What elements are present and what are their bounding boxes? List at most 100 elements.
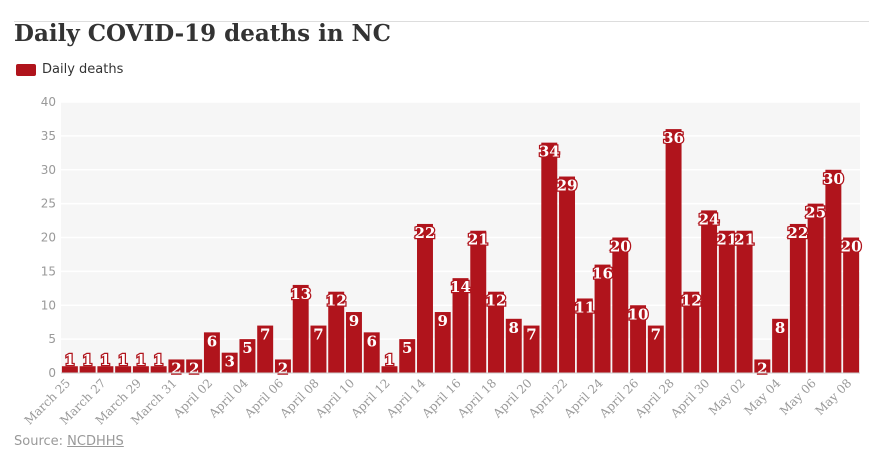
y-tick-label: 15 — [41, 264, 56, 278]
bar-value-label: 5 — [402, 339, 412, 357]
bar — [807, 203, 824, 373]
bar — [665, 129, 682, 373]
bar-value-label: 2 — [171, 359, 181, 377]
x-tick-label: April 20 — [490, 376, 535, 421]
bar-value-label: 1 — [136, 351, 146, 369]
bar-value-label: 8 — [775, 319, 785, 337]
bar-value-label: 25 — [805, 204, 826, 222]
bar-value-label: 1 — [65, 351, 75, 369]
bar — [115, 366, 132, 373]
y-tick-label: 10 — [41, 298, 56, 312]
x-tick-label: April 02 — [170, 376, 215, 421]
bar-value-label: 5 — [242, 339, 252, 357]
bar — [488, 291, 504, 373]
bar-value-label: 34 — [539, 143, 560, 161]
bar-value-label: 21 — [716, 231, 737, 249]
x-tick-label: April 10 — [312, 376, 357, 421]
bar — [292, 284, 309, 373]
bar — [772, 318, 789, 373]
bar — [417, 223, 433, 373]
x-tick-label: May 08 — [812, 376, 854, 418]
chart-title: Daily COVID-19 deaths in NC — [14, 20, 391, 47]
legend-swatch — [16, 63, 36, 76]
x-tick-label: April 04 — [206, 376, 251, 421]
x-tick-label: April 26 — [596, 376, 641, 421]
bar — [345, 312, 362, 373]
bar-value-label: 12 — [486, 292, 507, 310]
bar-value-label: 12 — [326, 292, 347, 310]
legend-label: Daily deaths — [42, 62, 124, 77]
x-tick-label: May 02 — [706, 376, 748, 418]
bar-value-label: 20 — [610, 238, 631, 256]
bar — [843, 237, 860, 373]
bar — [186, 359, 203, 373]
bar — [239, 339, 256, 373]
bar-value-label: 6 — [367, 332, 377, 350]
source-prefix: Source: — [14, 434, 68, 449]
bar-value-label: 16 — [592, 265, 613, 283]
bar-value-label: 12 — [681, 292, 702, 310]
bar-value-label: 22 — [787, 224, 808, 242]
y-tick-label: 5 — [48, 332, 56, 346]
x-tick-label: April 12 — [348, 376, 393, 421]
bar — [594, 264, 611, 373]
bar — [523, 325, 540, 373]
legend[interactable]: Daily deaths — [16, 62, 123, 77]
bar-value-label: 7 — [260, 326, 270, 344]
bar — [434, 312, 451, 373]
bar — [257, 325, 274, 373]
bar — [683, 291, 700, 373]
x-tick-label: April 28 — [632, 376, 677, 421]
x-tick-label: April 06 — [241, 376, 286, 421]
bar-value-label: 1 — [153, 351, 163, 369]
source-link[interactable]: NCDHHS — [67, 434, 124, 449]
bar-value-label: 1 — [82, 351, 92, 369]
bar-value-label: 29 — [557, 177, 578, 195]
bar-value-label: 24 — [699, 210, 720, 228]
bar-value-label: 2 — [757, 359, 767, 377]
bar — [381, 366, 398, 373]
bar — [97, 366, 114, 373]
y-tick-label: 30 — [41, 163, 56, 177]
top-rule — [14, 21, 869, 22]
bar — [736, 230, 753, 373]
bar-value-label: 7 — [651, 326, 661, 344]
y-tick-label: 40 — [41, 95, 56, 109]
x-tick-label: April 30 — [667, 376, 712, 421]
source-note: Source: NCDHHS — [14, 434, 124, 449]
bar-value-label: 9 — [438, 312, 448, 330]
bar — [310, 325, 327, 373]
y-tick-label: 25 — [41, 197, 56, 211]
bar-value-label: 1 — [384, 351, 394, 369]
bar — [647, 325, 664, 373]
x-tick-label: April 08 — [277, 376, 322, 421]
bar-value-label: 2 — [189, 359, 199, 377]
bar — [612, 237, 629, 373]
bar — [452, 278, 469, 373]
bar — [559, 176, 576, 373]
bar — [789, 223, 806, 373]
bar-value-label: 11 — [574, 298, 595, 316]
bar — [328, 291, 345, 373]
x-tick-label: May 04 — [741, 376, 783, 418]
bar-value-label: 3 — [224, 353, 234, 371]
bar-value-label: 1 — [118, 351, 128, 369]
bar — [701, 210, 718, 373]
bar — [363, 332, 380, 373]
bar — [470, 230, 487, 373]
x-tick-label: April 16 — [419, 376, 464, 421]
bar-value-label: 21 — [734, 231, 755, 249]
bar-value-label: 13 — [290, 285, 311, 303]
bar — [132, 366, 149, 373]
bar — [61, 366, 78, 373]
bar-value-label: 7 — [526, 326, 536, 344]
bar — [576, 298, 593, 373]
bar-value-label: 2 — [278, 359, 288, 377]
bar — [150, 366, 167, 373]
bar-value-label: 6 — [207, 332, 217, 350]
bar — [505, 318, 522, 373]
x-tick-label: April 22 — [525, 376, 570, 421]
y-tick-label: 0 — [48, 366, 56, 380]
bar-value-label: 30 — [823, 170, 844, 188]
